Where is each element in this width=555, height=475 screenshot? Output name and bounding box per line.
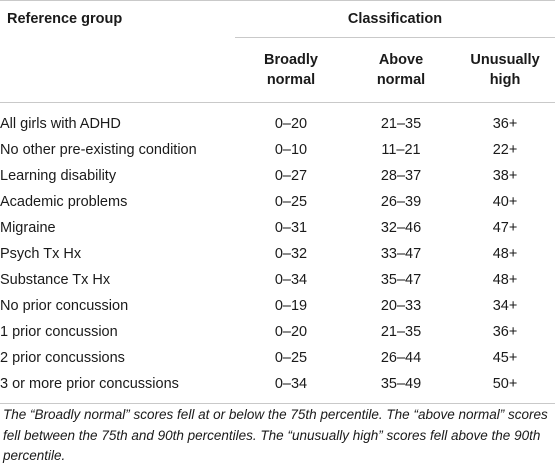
- unusually-high-cell: 36+: [492, 116, 518, 132]
- header-classification: Classification: [235, 0, 555, 38]
- broadly-normal-cell: 0–31: [274, 220, 308, 236]
- header-empty-cell: [0, 37, 235, 103]
- table-row: 3 or more prior concussions 0–34 35–49 50+: [0, 371, 555, 397]
- header-broadly-normal: Broadly normal: [235, 37, 347, 103]
- above-normal-cell: 21–35: [380, 116, 422, 132]
- broadly-normal-cell: 0–34: [274, 272, 308, 288]
- unusually-high-cell: 22+: [492, 142, 518, 158]
- header-unusually-high-line1: Unusually: [470, 52, 540, 68]
- table-footnote: The “Broadly normal” scores fell at or b…: [3, 407, 548, 463]
- table-row: Learning disability 0–27 28–37 38+: [0, 163, 555, 189]
- table-header: Reference group Classification Broadly n…: [0, 0, 555, 103]
- reference-group-cell: 3 or more prior concussions: [0, 376, 179, 392]
- table-body: All girls with ADHD 0–20 21–35 36+ No other …: [0, 103, 555, 404]
- above-normal-cell: 21–35: [380, 324, 422, 340]
- reference-group-cell: No prior concussion: [0, 298, 129, 314]
- header-above-normal: Above normal: [347, 37, 455, 103]
- header-reference-group: Reference group: [0, 0, 235, 38]
- reference-group-cell: Psych Tx Hx: [0, 246, 82, 262]
- classification-table: Reference group Classification Broadly n…: [0, 0, 555, 404]
- above-normal-cell: 35–49: [380, 376, 422, 392]
- above-normal-cell: 26–44: [380, 350, 422, 366]
- broadly-normal-cell: 0–19: [274, 298, 308, 314]
- header-broadly-normal-line2: normal: [266, 72, 316, 88]
- table-row: 1 prior concussion 0–20 21–35 36+: [0, 319, 555, 345]
- broadly-normal-cell: 0–32: [274, 246, 308, 262]
- header-broadly-normal-line1: Broadly: [264, 52, 318, 68]
- broadly-normal-cell: 0–20: [274, 324, 308, 340]
- table-row: Psych Tx Hx 0–32 33–47 48+: [0, 241, 555, 267]
- broadly-normal-cell: 0–10: [274, 142, 308, 158]
- reference-group-cell: All girls with ADHD: [0, 116, 121, 132]
- header-unusually-high-line2: high: [489, 72, 521, 88]
- unusually-high-cell: 38+: [492, 168, 518, 184]
- broadly-normal-cell: 0–20: [274, 116, 308, 132]
- above-normal-cell: 32–46: [380, 220, 422, 236]
- header-unusually-high: Unusually high: [455, 37, 555, 103]
- table-row: No prior concussion 0–19 20–33 34+: [0, 293, 555, 319]
- reference-group-cell: Substance Tx Hx: [0, 272, 111, 288]
- reference-group-cell: 1 prior concussion: [0, 324, 118, 340]
- above-normal-cell: 11–21: [381, 142, 421, 158]
- above-normal-cell: 20–33: [380, 298, 422, 314]
- reference-group-cell: Learning disability: [0, 168, 117, 184]
- reference-group-cell: Academic problems: [0, 194, 128, 210]
- broadly-normal-cell: 0–27: [274, 168, 308, 184]
- broadly-normal-cell: 0–25: [274, 350, 308, 366]
- table-row: No other pre-existing condition 0–10 11–21…: [0, 137, 555, 163]
- unusually-high-cell: 48+: [492, 272, 518, 288]
- reference-group-cell: No other pre-existing condition: [0, 142, 197, 158]
- above-normal-cell: 28–37: [380, 168, 422, 184]
- unusually-high-cell: 36+: [492, 324, 518, 340]
- header-above-normal-line2: normal: [376, 72, 426, 88]
- above-normal-cell: 33–47: [380, 246, 422, 262]
- table-row: Academic problems 0–25 26–39 40+: [0, 189, 555, 215]
- reference-group-cell: Migraine: [0, 220, 56, 236]
- table-row: All girls with ADHD 0–20 21–35 36+: [0, 111, 555, 137]
- reference-group-cell: 2 prior concussions: [0, 350, 125, 366]
- unusually-high-cell: 48+: [492, 246, 518, 262]
- unusually-high-cell: 34+: [492, 298, 518, 314]
- table-row: Migraine 0–31 32–46 47+: [0, 215, 555, 241]
- above-normal-cell: 35–47: [380, 272, 422, 288]
- table-row: 2 prior concussions 0–25 26–44 45+: [0, 345, 555, 371]
- unusually-high-cell: 40+: [492, 194, 518, 210]
- table-row: Substance Tx Hx 0–34 35–47 48+: [0, 267, 555, 293]
- above-normal-cell: 26–39: [380, 194, 422, 210]
- unusually-high-cell: 45+: [492, 350, 518, 366]
- unusually-high-cell: 50+: [492, 376, 518, 392]
- header-above-normal-line1: Above: [378, 52, 424, 68]
- broadly-normal-cell: 0–34: [274, 376, 308, 392]
- unusually-high-cell: 47+: [492, 220, 518, 236]
- broadly-normal-cell: 0–25: [274, 194, 308, 210]
